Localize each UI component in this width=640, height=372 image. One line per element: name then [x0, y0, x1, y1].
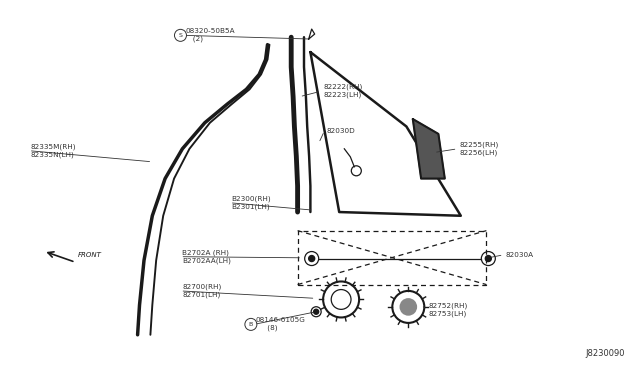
- Text: B2300(RH)
B2301(LH): B2300(RH) B2301(LH): [232, 196, 271, 210]
- Circle shape: [399, 298, 417, 316]
- Text: 82255(RH)
82256(LH): 82255(RH) 82256(LH): [460, 142, 499, 156]
- Text: 82222(RH)
82223(LH): 82222(RH) 82223(LH): [323, 84, 362, 98]
- Circle shape: [308, 256, 315, 262]
- Text: FRONT: FRONT: [77, 252, 101, 258]
- Text: J8230090: J8230090: [586, 349, 625, 358]
- Text: 08320-50B5A
   (2): 08320-50B5A (2): [186, 28, 236, 42]
- Text: 82335M(RH)
82335N(LH): 82335M(RH) 82335N(LH): [31, 144, 76, 158]
- Text: 82700(RH)
82701(LH): 82700(RH) 82701(LH): [182, 284, 221, 298]
- Circle shape: [485, 256, 492, 262]
- Text: 82752(RH)
82753(LH): 82752(RH) 82753(LH): [429, 302, 468, 317]
- Text: B2702A (RH)
B2702AA(LH): B2702A (RH) B2702AA(LH): [182, 250, 231, 264]
- Polygon shape: [413, 119, 445, 179]
- Text: S: S: [179, 33, 182, 38]
- Text: B: B: [249, 322, 253, 327]
- Circle shape: [314, 309, 319, 314]
- Text: 82030A: 82030A: [506, 252, 534, 258]
- Text: 82030D: 82030D: [326, 128, 355, 134]
- Text: 08146-6105G
     (8): 08146-6105G (8): [256, 317, 306, 331]
